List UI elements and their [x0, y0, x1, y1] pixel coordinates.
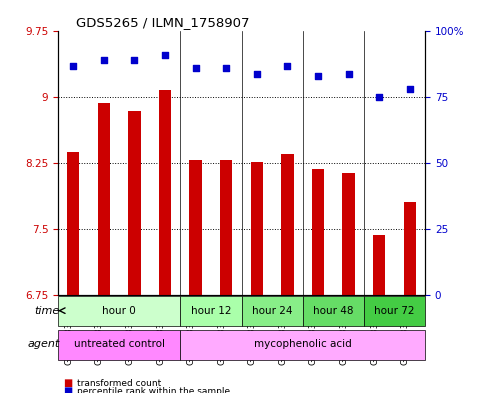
- FancyBboxPatch shape: [180, 330, 425, 360]
- Bar: [251, 162, 263, 295]
- Text: GDS5265 / ILMN_1758907: GDS5265 / ILMN_1758907: [76, 16, 250, 29]
- Point: [406, 86, 413, 92]
- Bar: [342, 173, 355, 295]
- Text: hour 0: hour 0: [102, 306, 136, 316]
- Point: [130, 57, 138, 64]
- FancyBboxPatch shape: [303, 296, 364, 327]
- Point: [70, 62, 77, 69]
- Text: hour 48: hour 48: [313, 306, 354, 316]
- Text: agent: agent: [27, 339, 59, 349]
- FancyBboxPatch shape: [58, 330, 180, 360]
- Point: [192, 65, 199, 72]
- Bar: [281, 154, 294, 295]
- Text: hour 72: hour 72: [374, 306, 415, 316]
- Text: transformed count: transformed count: [77, 379, 161, 387]
- Point: [100, 57, 108, 64]
- Bar: [220, 160, 232, 295]
- Text: ■: ■: [63, 386, 72, 393]
- FancyBboxPatch shape: [364, 296, 425, 327]
- Bar: [189, 160, 202, 295]
- Text: percentile rank within the sample: percentile rank within the sample: [77, 387, 230, 393]
- Point: [375, 94, 383, 100]
- FancyBboxPatch shape: [242, 296, 303, 327]
- Point: [284, 62, 291, 69]
- Point: [253, 70, 261, 77]
- Point: [161, 52, 169, 58]
- Text: time: time: [34, 306, 59, 316]
- Text: untreated control: untreated control: [73, 339, 165, 349]
- Point: [222, 65, 230, 72]
- Text: hour 12: hour 12: [191, 306, 231, 316]
- Bar: [312, 169, 324, 295]
- Bar: [404, 202, 416, 295]
- Point: [345, 70, 353, 77]
- Bar: [98, 103, 110, 295]
- Bar: [373, 235, 385, 295]
- Bar: [159, 90, 171, 295]
- FancyBboxPatch shape: [58, 296, 180, 327]
- Text: hour 24: hour 24: [252, 306, 292, 316]
- Text: ■: ■: [63, 378, 72, 388]
- FancyBboxPatch shape: [180, 296, 242, 327]
- Text: mycophenolic acid: mycophenolic acid: [254, 339, 352, 349]
- Bar: [67, 152, 79, 295]
- Point: [314, 73, 322, 79]
- Bar: [128, 111, 141, 295]
